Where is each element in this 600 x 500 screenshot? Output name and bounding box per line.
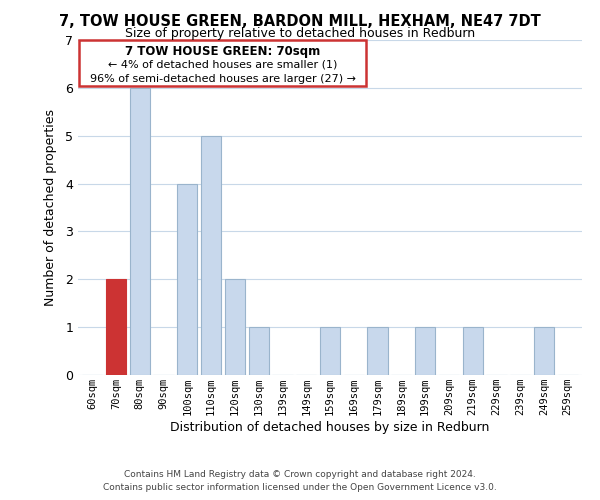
Bar	[320, 327, 340, 375]
X-axis label: Distribution of detached houses by size in Redburn: Distribution of detached houses by size …	[170, 421, 490, 434]
Bar	[201, 136, 221, 375]
Text: 7 TOW HOUSE GREEN: 70sqm: 7 TOW HOUSE GREEN: 70sqm	[125, 45, 320, 58]
Text: 96% of semi-detached houses are larger (27) →: 96% of semi-detached houses are larger (…	[89, 74, 356, 84]
Y-axis label: Number of detached properties: Number of detached properties	[44, 109, 57, 306]
Text: Size of property relative to detached houses in Redburn: Size of property relative to detached ho…	[125, 28, 475, 40]
Bar	[177, 184, 197, 375]
Text: ← 4% of detached houses are smaller (1): ← 4% of detached houses are smaller (1)	[108, 60, 337, 70]
Bar	[415, 327, 435, 375]
FancyBboxPatch shape	[79, 40, 366, 86]
Bar	[225, 280, 245, 375]
Text: 7, TOW HOUSE GREEN, BARDON MILL, HEXHAM, NE47 7DT: 7, TOW HOUSE GREEN, BARDON MILL, HEXHAM,…	[59, 14, 541, 29]
Text: Contains HM Land Registry data © Crown copyright and database right 2024.
Contai: Contains HM Land Registry data © Crown c…	[103, 470, 497, 492]
Bar	[463, 327, 483, 375]
Bar	[248, 327, 269, 375]
Bar	[367, 327, 388, 375]
Bar	[534, 327, 554, 375]
Bar	[130, 88, 150, 375]
Bar	[106, 280, 126, 375]
